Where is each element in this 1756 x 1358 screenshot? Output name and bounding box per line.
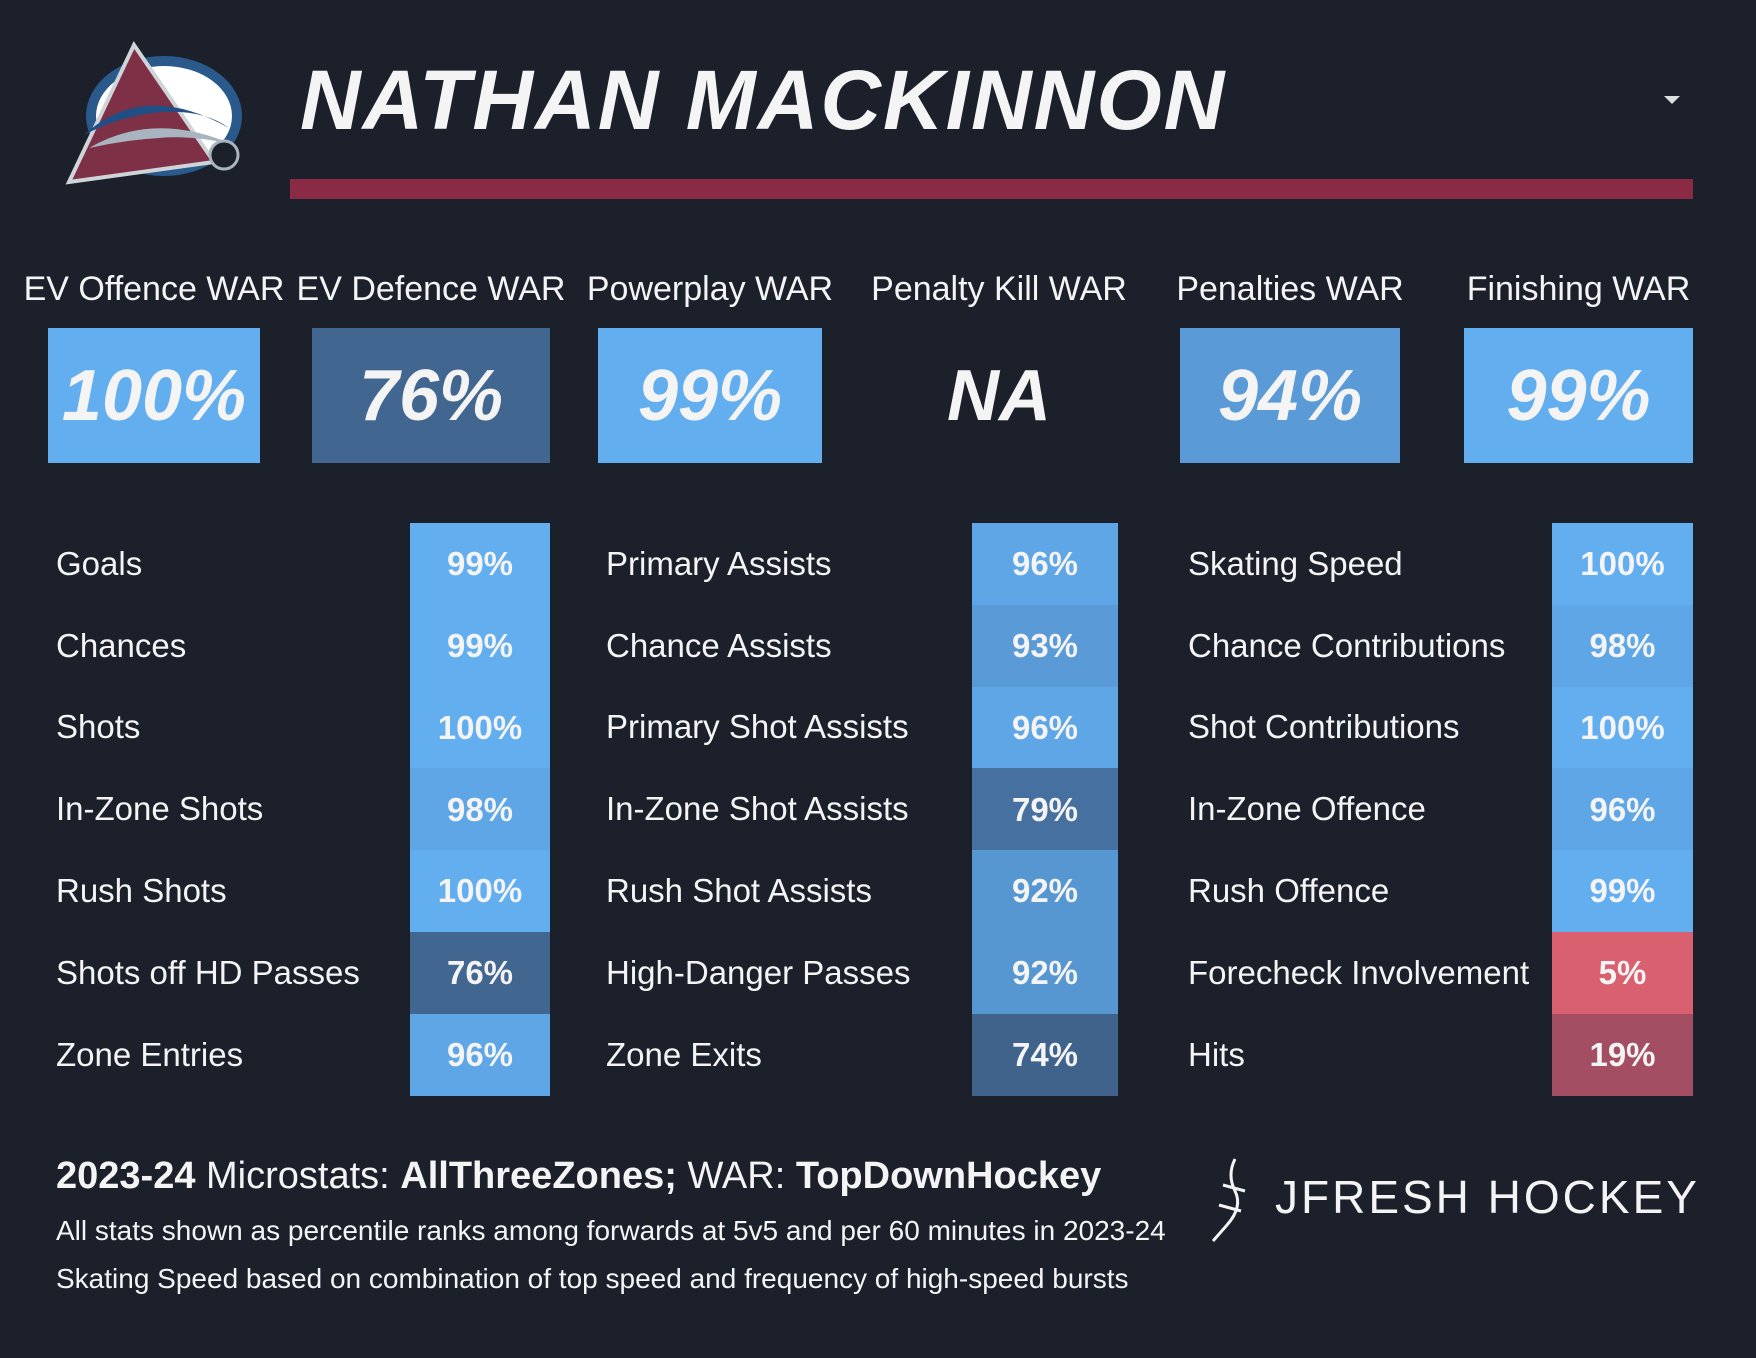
stat-label: Skating Speed — [1188, 544, 1403, 582]
stat-value: 92% — [972, 850, 1118, 933]
war-label: Penalty Kill WAR — [871, 270, 1127, 308]
source-text: Microstats: — [195, 1155, 401, 1197]
war-value: 99% — [1464, 328, 1693, 463]
team-logo — [65, 40, 242, 185]
stat-value: 99% — [1552, 850, 1693, 933]
stat-label: Chance Contributions — [1188, 626, 1506, 664]
stat-value: 100% — [410, 850, 550, 933]
title-underline — [290, 179, 1693, 199]
stat-value: 100% — [1552, 686, 1693, 769]
stat-label: Zone Exits — [606, 1035, 762, 1073]
war-value: NA — [886, 328, 1112, 463]
stat-label: Rush Shots — [56, 872, 227, 910]
stat-label: Shots — [56, 708, 141, 746]
stat-label: Goals — [56, 544, 143, 582]
war-value: 99% — [598, 328, 822, 463]
stat-label: Rush Offence — [1188, 872, 1390, 910]
war-label: Powerplay WAR — [586, 270, 834, 308]
stat-label: Rush Shot Assists — [606, 872, 872, 910]
player-name: NATHAN MACKINNON — [300, 53, 1227, 147]
stat-value: 98% — [410, 768, 550, 851]
stat-label: In-Zone Shots — [56, 790, 264, 828]
stat-value: 92% — [972, 932, 1118, 1015]
war-label: Finishing WAR — [1466, 270, 1691, 308]
logo-swoosh — [84, 105, 229, 135]
war-label: EV Offence WAR — [23, 270, 285, 308]
stat-label: Forecheck Involvement — [1188, 953, 1530, 991]
stat-value: 99% — [410, 523, 550, 606]
brand: JFRESH HOCKEY — [1275, 1171, 1700, 1223]
stat-label: Shot Contributions — [1188, 708, 1460, 746]
stat-value: 74% — [972, 1013, 1118, 1097]
stat-label: Chance Assists — [606, 626, 832, 664]
note: All stats shown as percentile ranks amon… — [56, 1215, 1166, 1246]
source-line: 2023-24 Microstats: AllThreeZones; WAR: … — [56, 1155, 1101, 1198]
stat-value: 100% — [410, 686, 550, 769]
war-label: Penalties WAR — [1176, 270, 1404, 308]
war-value: 76% — [312, 328, 550, 463]
source-name: AllThreeZones; — [400, 1155, 677, 1197]
season: 2023-24 — [56, 1155, 196, 1197]
stat-value: 96% — [972, 523, 1118, 606]
stat-value: 96% — [1552, 768, 1693, 851]
stat-label: High-Danger Passes — [606, 953, 911, 991]
stat-value: 98% — [1552, 604, 1693, 688]
stat-label: In-Zone Offence — [1188, 790, 1426, 828]
dropdown-arrow[interactable] — [1664, 96, 1680, 104]
stat-label: Hits — [1188, 1035, 1245, 1073]
source-text: WAR: — [676, 1155, 796, 1197]
note: Skating Speed based on combination of to… — [56, 1263, 1129, 1294]
stat-value: 5% — [1552, 932, 1693, 1015]
war-value: 100% — [48, 328, 260, 463]
stat-label: Primary Shot Assists — [606, 708, 909, 746]
stat-value: 100% — [1552, 523, 1693, 606]
stat-label: In-Zone Shot Assists — [606, 790, 909, 828]
stat-label: Zone Entries — [56, 1035, 244, 1073]
brand-icon — [1211, 1158, 1246, 1242]
war-label: EV Defence WAR — [296, 270, 566, 308]
war-value: 94% — [1180, 328, 1400, 463]
brand-mark — [1211, 1158, 1246, 1242]
stat-value: 93% — [972, 604, 1118, 688]
stat-value: 76% — [410, 932, 550, 1015]
source-name: TopDownHockey — [795, 1155, 1102, 1197]
stat-value: 96% — [410, 1013, 550, 1097]
stat-label: Shots off HD Passes — [56, 953, 360, 991]
stat-label: Chances — [56, 626, 187, 664]
logo-puck — [208, 139, 240, 171]
stat-value: 19% — [1552, 1013, 1693, 1097]
stat-value: 99% — [410, 604, 550, 688]
stat-value: 96% — [972, 686, 1118, 769]
stat-value: 79% — [972, 768, 1118, 851]
stat-label: Primary Assists — [606, 544, 832, 582]
logo-swoosh — [89, 128, 234, 148]
